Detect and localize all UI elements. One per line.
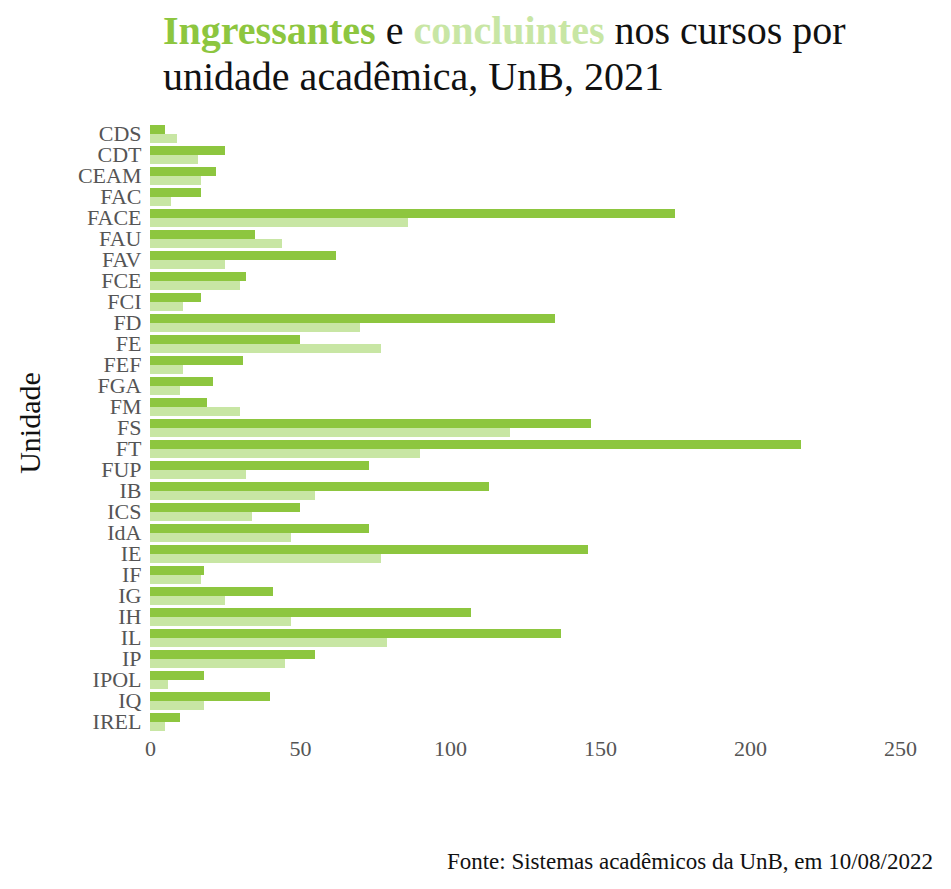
svg-text:50: 50	[290, 736, 312, 761]
svg-text:FCI: FCI	[107, 289, 142, 314]
svg-text:FD: FD	[113, 310, 142, 335]
svg-text:ICS: ICS	[107, 499, 142, 524]
svg-text:IdA: IdA	[107, 520, 142, 545]
svg-text:FUP: FUP	[101, 457, 142, 482]
svg-text:FT: FT	[115, 436, 142, 461]
html-text:Ingressantes e concluintes nos: Ingressantes e concluintes nos cursos po…	[163, 8, 846, 99]
svg-text:IE: IE	[120, 541, 142, 566]
svg-text:CDS: CDS	[98, 121, 142, 146]
svg-text:FCE: FCE	[101, 268, 142, 293]
svg-text:IB: IB	[119, 478, 142, 503]
svg-text:IH: IH	[118, 604, 142, 629]
svg-text:0: 0	[145, 736, 156, 761]
html-text:Unidade: Unidade	[13, 372, 46, 474]
svg-text:IF: IF	[121, 562, 142, 587]
svg-text:IP: IP	[121, 646, 142, 671]
svg-text:FAV: FAV	[102, 247, 142, 272]
svg-text:200: 200	[734, 736, 767, 761]
svg-text:IREL: IREL	[93, 709, 142, 734]
svg-text:FEF: FEF	[103, 352, 142, 377]
svg-text:FAC: FAC	[100, 184, 142, 209]
svg-text:CDT: CDT	[97, 142, 142, 167]
svg-text:FACE: FACE	[86, 205, 142, 230]
svg-text:IPOL: IPOL	[92, 667, 142, 692]
svg-text:100: 100	[434, 736, 467, 761]
svg-text:IG: IG	[118, 583, 142, 608]
svg-text:150: 150	[584, 736, 617, 761]
svg-text:FGA: FGA	[97, 373, 142, 398]
svg-text:IQ: IQ	[118, 688, 142, 713]
html-text:Fonte: Sistemas acadêmicos da: Fonte: Sistemas acadêmicos da UnB, em 10…	[446, 849, 933, 874]
svg-text:250: 250	[884, 736, 917, 761]
svg-text:CEAM: CEAM	[77, 163, 142, 188]
svg-text:FS: FS	[117, 415, 142, 440]
svg-text:FM: FM	[109, 394, 142, 419]
svg-text:IL: IL	[120, 625, 142, 650]
svg-text:FE: FE	[115, 331, 142, 356]
svg-text:FAU: FAU	[99, 226, 142, 251]
